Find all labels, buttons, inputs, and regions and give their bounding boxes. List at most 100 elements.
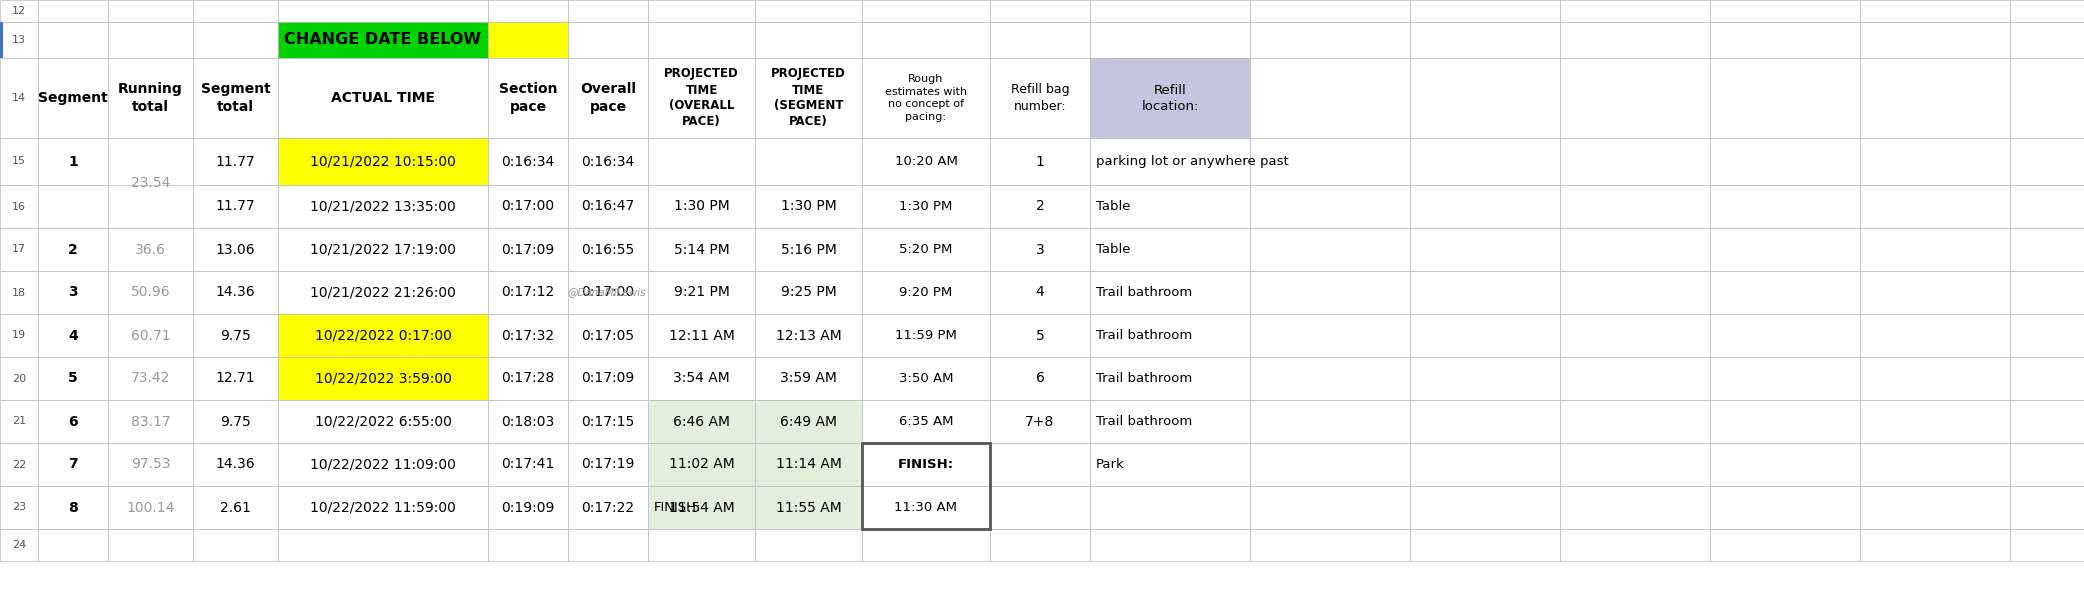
Bar: [194, 400, 277, 443]
Bar: [990, 400, 1090, 443]
Text: 13.06: 13.06: [215, 243, 256, 257]
Bar: [1090, 58, 1250, 138]
Bar: [1090, 400, 1250, 443]
Bar: [754, 529, 863, 561]
Bar: [569, 22, 648, 58]
Bar: [569, 486, 648, 529]
Text: 11:14 AM: 11:14 AM: [775, 457, 842, 472]
Bar: [1861, 529, 2009, 561]
Bar: [648, 357, 754, 400]
Bar: [1561, 443, 1711, 486]
Bar: [2009, 357, 2084, 400]
Bar: [194, 138, 277, 185]
Text: Trail bathroom: Trail bathroom: [1096, 329, 1192, 342]
Bar: [1411, 357, 1561, 400]
Bar: [1861, 357, 2009, 400]
Text: 12:13 AM: 12:13 AM: [775, 328, 842, 343]
Bar: [38, 271, 108, 314]
Bar: [277, 271, 488, 314]
Text: 0:17:41: 0:17:41: [502, 457, 554, 472]
Bar: [194, 443, 277, 486]
Text: 11:02 AM: 11:02 AM: [669, 457, 734, 472]
Text: 5:20 PM: 5:20 PM: [900, 243, 952, 256]
Bar: [648, 529, 754, 561]
Text: 7: 7: [69, 457, 77, 472]
Bar: [108, 443, 194, 486]
Bar: [2009, 138, 2084, 185]
Bar: [277, 486, 488, 529]
Bar: [1861, 22, 2009, 58]
Bar: [754, 357, 863, 400]
Text: 15: 15: [13, 157, 25, 166]
Bar: [38, 486, 108, 529]
Text: 13: 13: [13, 35, 25, 45]
Bar: [2009, 314, 2084, 357]
Bar: [0, 486, 38, 529]
Bar: [488, 400, 569, 443]
Bar: [2009, 228, 2084, 271]
Text: 21: 21: [13, 416, 27, 427]
Bar: [1250, 271, 1411, 314]
Text: 3:50 AM: 3:50 AM: [898, 372, 952, 385]
Text: 83.17: 83.17: [131, 414, 171, 429]
Text: 0:18:03: 0:18:03: [502, 414, 554, 429]
Text: 1:30 PM: 1:30 PM: [900, 200, 952, 213]
Bar: [0, 58, 38, 138]
Bar: [38, 443, 108, 486]
Bar: [0, 529, 38, 561]
Bar: [1561, 228, 1711, 271]
Bar: [1411, 486, 1561, 529]
Bar: [990, 357, 1090, 400]
Bar: [0, 400, 38, 443]
Text: 10/22/2022 3:59:00: 10/22/2022 3:59:00: [315, 371, 452, 386]
Text: 24: 24: [13, 540, 27, 550]
Text: 16: 16: [13, 201, 25, 211]
Text: 11.77: 11.77: [215, 200, 256, 214]
Bar: [194, 357, 277, 400]
Bar: [569, 228, 648, 271]
Bar: [1250, 529, 1411, 561]
Text: 10/21/2022 13:35:00: 10/21/2022 13:35:00: [311, 200, 456, 214]
Bar: [1861, 400, 2009, 443]
Bar: [2009, 443, 2084, 486]
Bar: [648, 486, 754, 529]
Bar: [488, 138, 569, 185]
Text: parking lot or anywhere past: parking lot or anywhere past: [1096, 155, 1288, 168]
Bar: [863, 185, 990, 228]
Bar: [0, 228, 38, 271]
Text: 0:17:05: 0:17:05: [581, 328, 634, 343]
Text: 0:16:47: 0:16:47: [581, 200, 636, 214]
Bar: [38, 185, 108, 228]
Bar: [488, 0, 569, 22]
Bar: [108, 138, 194, 228]
Bar: [1561, 314, 1711, 357]
Text: 60.71: 60.71: [131, 328, 171, 343]
Bar: [863, 228, 990, 271]
Bar: [194, 486, 277, 529]
Bar: [863, 58, 990, 138]
Bar: [0, 357, 38, 400]
Bar: [108, 486, 194, 529]
Text: 1:30 PM: 1:30 PM: [782, 200, 836, 214]
Bar: [38, 22, 108, 58]
Text: Trail bathroom: Trail bathroom: [1096, 415, 1192, 428]
Bar: [1711, 228, 1861, 271]
Bar: [0, 185, 38, 228]
Bar: [0, 138, 38, 185]
Bar: [194, 185, 277, 228]
Text: 5: 5: [69, 371, 77, 386]
Text: 73.42: 73.42: [131, 371, 171, 386]
Bar: [569, 443, 648, 486]
Text: 10/22/2022 0:17:00: 10/22/2022 0:17:00: [315, 328, 452, 343]
Bar: [1411, 22, 1561, 58]
Text: 2: 2: [69, 243, 77, 257]
Bar: [863, 443, 990, 529]
Bar: [1711, 357, 1861, 400]
Bar: [38, 138, 108, 185]
Bar: [1411, 400, 1561, 443]
Bar: [990, 228, 1090, 271]
Bar: [277, 0, 488, 22]
Text: 0:17:09: 0:17:09: [581, 371, 636, 386]
Bar: [1711, 185, 1861, 228]
Bar: [1561, 271, 1711, 314]
